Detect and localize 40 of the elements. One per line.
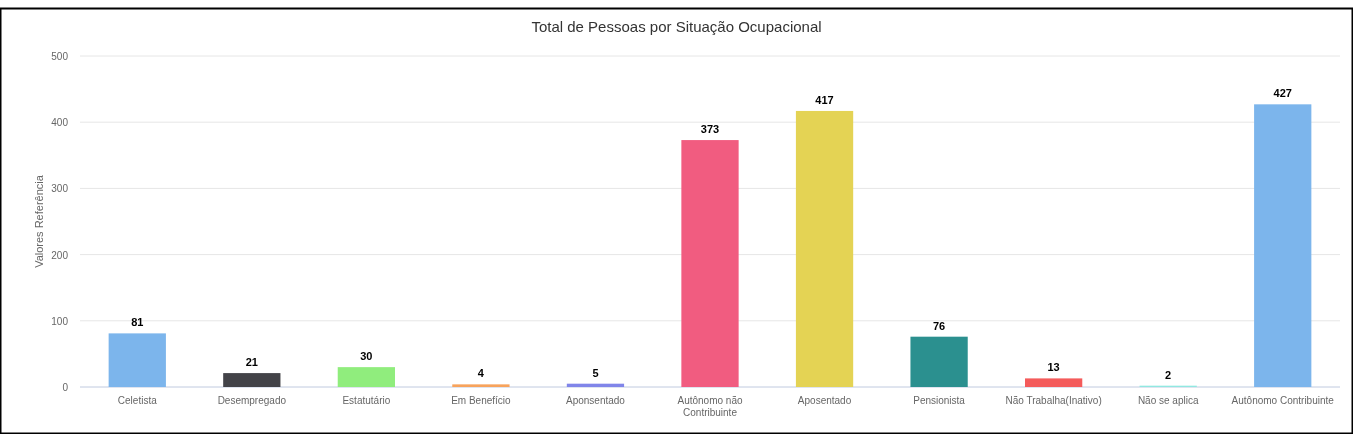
- y-tick-label: 0: [62, 382, 69, 393]
- y-tick-label: 400: [51, 117, 69, 129]
- x-tick-label: Desempregado: [217, 395, 287, 406]
- data-label: 5: [592, 366, 599, 379]
- y-tick-label: 300: [51, 183, 69, 195]
- chart-title: Total de Pessoas por Situação Ocupacional: [531, 18, 822, 35]
- x-tick-label: Celetista: [117, 395, 158, 406]
- data-label: 13: [1047, 361, 1060, 374]
- data-label: 30: [360, 350, 373, 363]
- x-tick-label: Aposentado: [797, 395, 852, 406]
- data-label: 21: [245, 356, 258, 369]
- data-label: 76: [932, 319, 946, 332]
- x-tick-label: Autônomo Contribuinte: [1231, 395, 1335, 406]
- y-tick-label: 100: [51, 315, 69, 327]
- y-tick-label: 500: [51, 51, 69, 62]
- data-label: 427: [1273, 87, 1292, 100]
- y-axis-title: Valores Referência: [33, 174, 45, 268]
- bar: [1025, 378, 1083, 387]
- y-tick-label: 200: [51, 249, 69, 261]
- bar: [795, 110, 854, 387]
- x-tick-label: Em Benefício: [451, 395, 512, 406]
- bar: [108, 333, 166, 387]
- data-label: 2: [1165, 368, 1172, 381]
- data-label: 417: [815, 93, 834, 106]
- x-tick-label: Autônomo não Contribuinte: [677, 395, 743, 418]
- x-tick-label: Pensionista: [913, 395, 966, 406]
- data-label: 373: [700, 123, 720, 136]
- bar: [337, 367, 395, 387]
- bar: [910, 336, 968, 387]
- bar: [452, 384, 510, 387]
- x-tick-label: Estatutário: [342, 395, 391, 406]
- bar: [223, 373, 281, 387]
- data-label: 4: [477, 367, 485, 380]
- bar: [566, 383, 625, 387]
- data-label: 81: [131, 316, 144, 329]
- x-tick-label: Aponsentado: [565, 395, 626, 406]
- x-tick-label: Não se aplica: [1137, 395, 1199, 406]
- bar: [681, 140, 739, 387]
- bar: [1254, 104, 1312, 387]
- x-tick-label: Não Trabalha(Inativo): [1005, 395, 1102, 406]
